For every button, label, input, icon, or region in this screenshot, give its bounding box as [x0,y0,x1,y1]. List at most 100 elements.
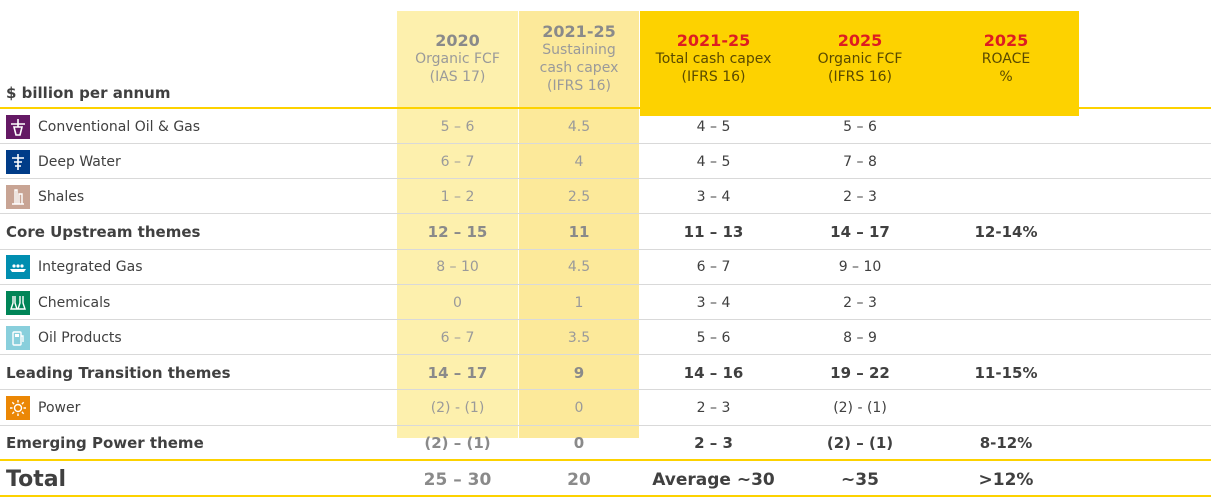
table-cell: 8 – 10 [436,259,479,276]
table-cell: 19 – 22 [830,363,890,382]
table-cell: 20 [567,469,591,490]
table-cell: 0 [453,294,462,311]
table-cell: 3 – 4 [696,188,731,205]
table-cell: ~35 [841,469,879,490]
table-cell [933,144,1079,179]
header-2021-25-sustaining-capex: 2021-25 Sustaining cash capex (IFRS 16) [539,22,619,95]
table-cell: 7 – 8 [843,153,877,170]
table-row: Power (2) - (1) 0 2 – 3 (2) - (1) [0,391,1211,426]
row-label-text: Power [38,400,81,417]
table-cell: 3 – 4 [696,294,731,311]
row-label-text: Conventional Oil & Gas [38,118,201,135]
row-label-text: Emerging Power theme [6,434,204,453]
table-row: Integrated Gas 8 – 10 4.5 6 – 7 9 – 10 [0,250,1211,285]
table-cell: 1 [574,294,584,311]
table-cell: Average ~30 [652,469,775,490]
table-cell: 11 [568,223,590,242]
table-cell: 8 – 9 [843,329,877,346]
row-label: Chemicals [6,285,110,320]
deep-water-platform-icon [6,149,30,174]
table-cell: 12 – 15 [427,223,488,242]
table-cell: (2) - (1) [833,400,887,417]
table-cell: 5 – 6 [843,118,877,135]
column-2020-shading [397,11,518,438]
fuel-pump-icon [6,325,30,350]
table-row: Oil Products 6 – 7 3.5 5 – 6 8 – 9 [0,320,1211,356]
row-label: Deep Water [6,144,121,179]
row-label: Oil Products [6,320,122,355]
table-cell: 2 – 3 [843,294,877,311]
table-cell [933,320,1079,355]
row-separator [0,178,1211,180]
sun-power-icon [6,396,30,421]
table-cell [933,285,1079,320]
table-row: Shales 1 – 2 2.5 3 – 4 2 – 3 [0,179,1211,215]
row-separator [0,213,1211,215]
table-cell: (2) – (1) [826,434,894,453]
table-cell: 4.5 [567,118,591,135]
row-separator [0,283,1211,285]
oil-rig-icon [6,114,30,139]
bottom-divider [0,495,1211,497]
row-separator [0,424,1211,426]
table-cell: 6 – 7 [440,153,475,170]
table-cell: 4.5 [567,259,591,276]
table-cell [933,179,1079,214]
table-cell: 11 – 13 [683,223,744,242]
table-cell: (2) - (1) [430,400,485,417]
table-row: Emerging Power theme (2) – (1) 0 2 – 3 (2) –… [0,426,1211,461]
row-label-text: Core Upstream themes [6,223,201,242]
header-2025-roace: 2025 ROACE % [981,31,1031,86]
table-cell: 0 [573,434,585,453]
unit-label: $ billion per annum [6,84,171,102]
header-2020-organic-fcf: 2020 Organic FCF (IAS 17) [415,31,500,86]
row-label: Shales [6,179,84,214]
table-cell [933,109,1079,144]
row-label-text: Deep Water [38,153,121,170]
table-cell: 8-12% [979,434,1033,453]
column-2021-25-sustaining-shading [519,11,639,438]
table-row: Chemicals 0 1 3 – 4 2 – 3 [0,285,1211,320]
table-cell [933,391,1079,426]
table-cell: 2 – 3 [843,188,877,205]
table-cell [933,250,1079,285]
row-separator [0,389,1211,391]
table-row: Deep Water 6 – 7 4 4 – 5 7 – 8 [0,144,1211,180]
table-cell: 25 – 30 [423,469,492,490]
table-cell: 2 – 3 [696,400,731,417]
row-label-text: Leading Transition themes [6,363,231,382]
lng-ship-icon [6,255,30,280]
row-separator [0,143,1211,144]
header-2021-25-total-capex: 2021-25 Total cash capex (IFRS 16) [655,31,772,86]
table-cell: 1 – 2 [440,188,475,205]
table-cell: 4 – 5 [696,153,731,170]
table-cell: 11-15% [974,363,1038,382]
row-label-text: Integrated Gas [38,259,143,276]
header-highlight-band [640,11,1079,116]
table-cell: 9 [573,363,585,382]
row-label: Power [6,391,80,426]
row-label: Core Upstream themes [6,215,200,250]
row-separator [0,248,1211,250]
table-row: Leading Transition themes 14 – 17 9 14 – 16… [0,355,1211,391]
table-cell: 2 – 3 [694,434,733,453]
table-cell: 0 [574,400,584,417]
shale-derrick-icon [6,184,30,209]
table-row: Core Upstream themes 12 – 15 11 11 – 13 14 –… [0,215,1211,250]
table-row: Conventional Oil & Gas 5 – 6 4.5 4 – 5 5 – 6 [0,109,1211,144]
table-cell: >12% [978,469,1034,490]
header-2025-organic-fcf: 2025 Organic FCF (IFRS 16) [817,31,903,86]
table-cell: 12-14% [974,223,1038,242]
table-cell: 2.5 [567,188,591,205]
table-cell: 14 – 17 [830,223,890,242]
flask-icon [6,290,30,315]
table-cell: 4 [574,153,584,170]
row-label: Integrated Gas [6,250,143,285]
row-label: Total [6,462,66,497]
row-label: Leading Transition themes [6,355,231,390]
table-cell: 14 – 17 [427,363,488,382]
row-label-text: Shales [38,188,85,205]
table-cell: 4 – 5 [696,118,731,135]
row-separator [0,354,1211,356]
table-cell: 6 – 7 [696,259,731,276]
